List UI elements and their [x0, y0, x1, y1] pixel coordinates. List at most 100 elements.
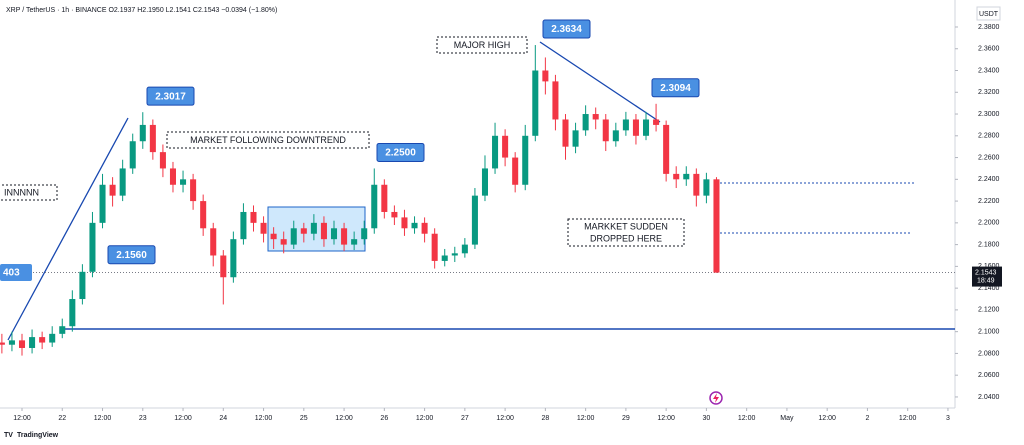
candle-body: [411, 222, 418, 229]
x-tick-label: 12:00: [738, 415, 756, 422]
x-tick-label: 12:00: [416, 415, 434, 422]
x-tick-label: 3: [946, 415, 950, 422]
candle-body: [270, 233, 277, 240]
candle-body: [79, 271, 86, 300]
y-tick-label: 2.2400: [978, 176, 1000, 183]
candle-body: [451, 253, 458, 256]
candle-body: [703, 179, 710, 196]
candle-body: [341, 228, 348, 245]
x-tick-label: 27: [461, 415, 469, 422]
price-callout-box: [376, 142, 425, 162]
candle-body: [421, 222, 428, 234]
y-tick-label: 2.3800: [978, 24, 1000, 31]
x-tick-label: 12:00: [818, 415, 836, 422]
x-tick-label: 28: [541, 415, 549, 422]
candle-body: [8, 340, 15, 345]
candle-body: [713, 179, 720, 273]
y-tick-label: 2.1000: [978, 329, 1000, 336]
x-tick-label: 12:00: [657, 415, 675, 422]
candle-body: [159, 152, 166, 169]
candle-body: [300, 228, 307, 234]
price-callout-box: [146, 86, 195, 106]
y-tick-label: 2.1200: [978, 307, 1000, 314]
candle-body: [632, 119, 639, 136]
candle-body: [371, 184, 378, 229]
candle-body: [18, 340, 26, 348]
x-tick-label: 2: [865, 415, 869, 422]
candle-body: [180, 179, 187, 185]
candle-body: [391, 211, 398, 218]
candle-body: [351, 239, 358, 245]
y-tick-label: 2.1800: [978, 241, 1000, 248]
annotation: MARKKET SUDDEN: [584, 221, 668, 231]
countdown: 18:49: [977, 277, 995, 284]
y-tick-label: 2.2000: [978, 220, 1000, 227]
candle-body: [592, 114, 599, 120]
candle-body: [673, 173, 680, 180]
annotation-box: [436, 36, 528, 54]
brand-logo: TV: [4, 432, 13, 439]
last-price-box: [972, 266, 1002, 287]
candle-body: [260, 222, 267, 234]
x-tick-label: 26: [380, 415, 388, 422]
candle-body: [602, 119, 609, 142]
candle-body: [89, 222, 96, 272]
candle-body: [401, 217, 408, 229]
candle-body: [381, 184, 388, 212]
y-tick-label: 2.0600: [978, 372, 1000, 379]
candle-body: [230, 239, 237, 278]
annotation: DROPPED HERE: [590, 233, 662, 243]
price-callout: 2.3094: [660, 83, 691, 94]
candle-body: [461, 244, 468, 254]
price-label: 403: [3, 268, 20, 279]
x-tick-label: May: [780, 415, 794, 422]
candle-body: [693, 173, 700, 196]
candle-body: [129, 141, 136, 169]
currency-box: [976, 6, 1001, 21]
y-tick-label: 2.2800: [978, 133, 1000, 140]
x-tick-label: 12:00: [94, 415, 112, 422]
y-tick-label: 2.3600: [978, 46, 1000, 53]
candle-body: [49, 333, 56, 343]
candle-body: [250, 211, 257, 223]
header: XRP / TetherUS · 1h · BINANCE O2.1937 H2…: [6, 7, 277, 14]
candle-body: [280, 239, 287, 245]
candle-body: [431, 233, 438, 261]
y-tick-label: 2.2600: [978, 154, 1000, 161]
candle-body: [612, 130, 619, 142]
x-tick-label: 24: [219, 415, 227, 422]
y-tick-label: 2.1400: [978, 285, 1000, 292]
candle-body: [0, 342, 5, 345]
candle-body: [562, 119, 569, 147]
x-tick-label: 30: [703, 415, 711, 422]
candle-body: [69, 299, 76, 327]
candle-body: [320, 222, 327, 240]
y-tick-label: 2.3200: [978, 89, 1000, 96]
candle-body: [290, 228, 297, 245]
candle-body: [109, 184, 116, 196]
candle-body: [522, 135, 529, 185]
x-tick-label: 12:00: [899, 415, 917, 422]
x-tick-label: 12:00: [174, 415, 192, 422]
candle-body: [683, 173, 690, 180]
price-callout: 2.3634: [551, 24, 582, 35]
candle-body: [119, 168, 126, 196]
annotation-box: [0, 184, 58, 201]
candle-body: [240, 211, 247, 240]
annotation-box: [567, 218, 685, 247]
candle-body: [99, 184, 106, 223]
candle-body: [29, 337, 36, 348]
candle-body: [542, 70, 549, 82]
candle-body: [200, 201, 207, 229]
trend-line: [7, 117, 129, 341]
candle-body: [210, 228, 217, 256]
event-icon[interactable]: [709, 391, 723, 405]
price-callout-box: [107, 245, 156, 265]
annotation-box: [166, 131, 370, 149]
x-tick-label: 12:00: [255, 415, 273, 422]
trend-line: [539, 41, 661, 123]
candle-body: [39, 337, 46, 343]
x-tick-label: 23: [139, 415, 147, 422]
price-callout: 2.2500: [385, 148, 416, 159]
